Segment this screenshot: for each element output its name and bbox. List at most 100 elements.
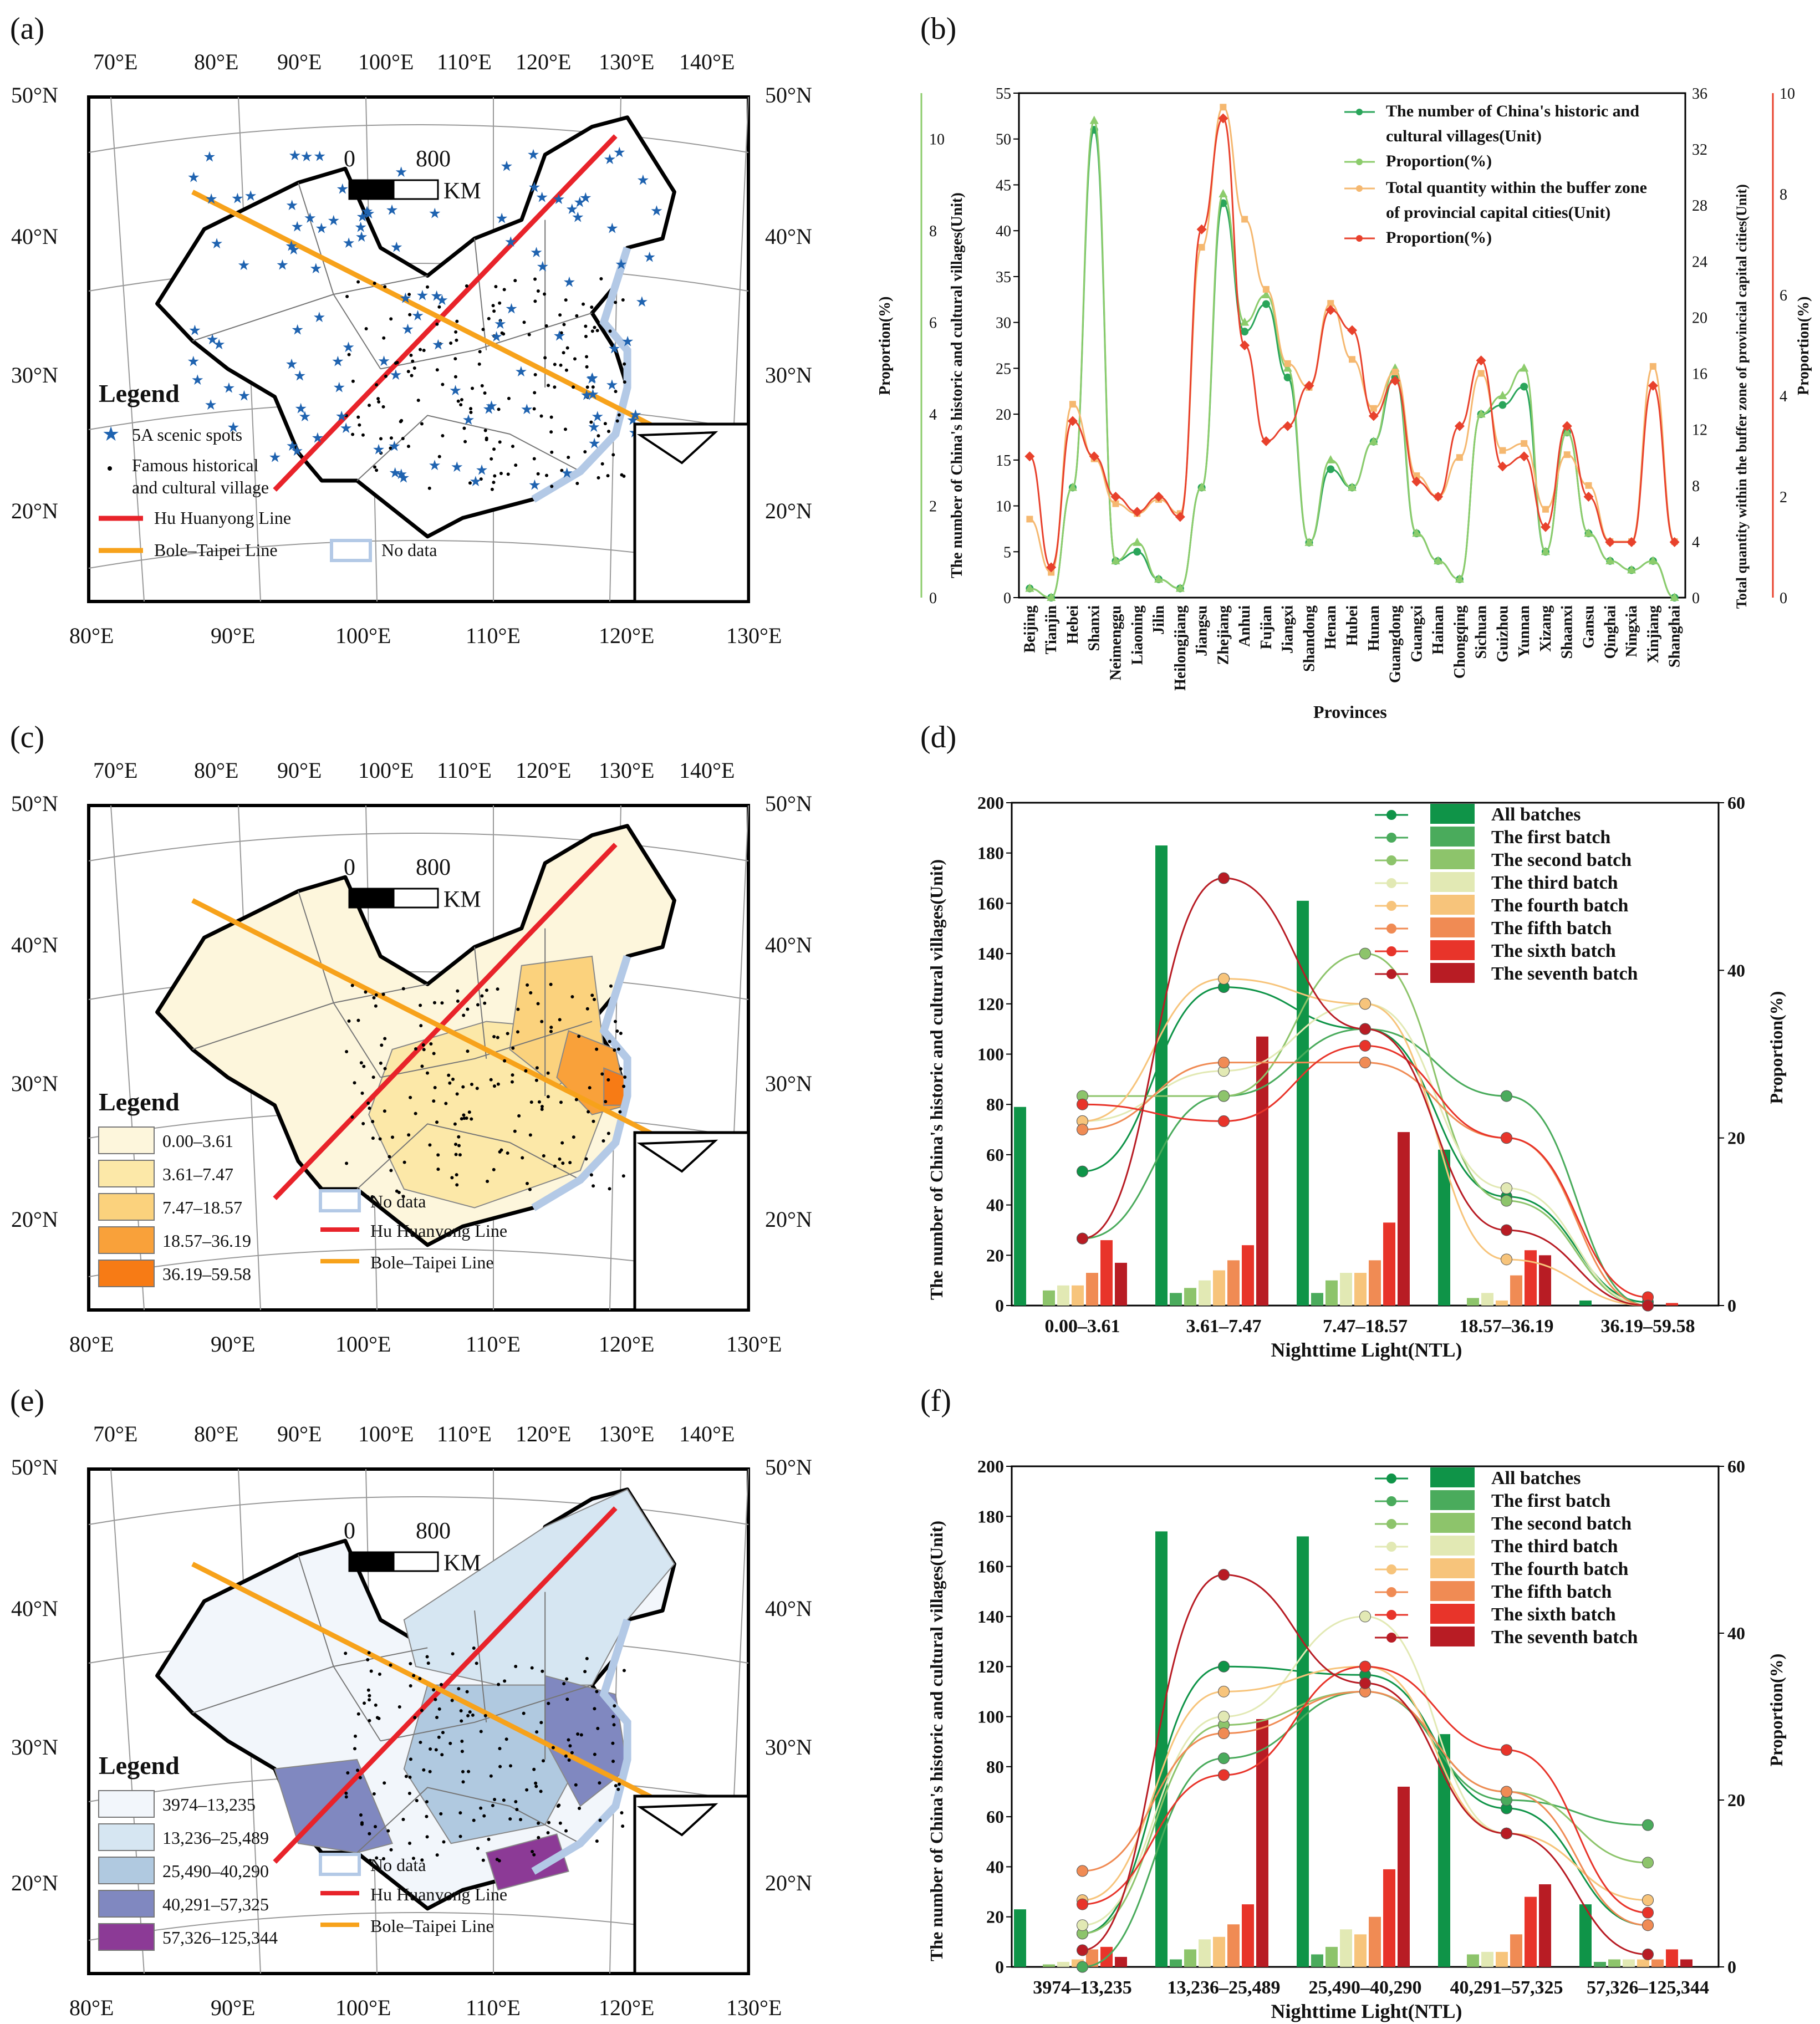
data-point bbox=[1521, 440, 1528, 447]
scenic-spot-star: ★ bbox=[494, 316, 507, 332]
village-point bbox=[469, 410, 473, 414]
x-axis-title: Nighttime Light(NTL) bbox=[1271, 2000, 1462, 2022]
data-point bbox=[1283, 373, 1292, 381]
village-point bbox=[404, 1775, 408, 1778]
bar-0 bbox=[1014, 1909, 1026, 1967]
village-point bbox=[408, 313, 412, 317]
data-point bbox=[1627, 537, 1637, 547]
village-point bbox=[564, 298, 568, 302]
village-point bbox=[415, 1799, 419, 1803]
village-point bbox=[539, 1790, 543, 1793]
data-point bbox=[1648, 380, 1658, 391]
village-point bbox=[411, 1857, 415, 1860]
panel-label-f: (f) bbox=[920, 1384, 951, 1418]
scenic-spot-star: ★ bbox=[521, 401, 533, 417]
data-point bbox=[1089, 451, 1099, 462]
lat-left-label: 40°N bbox=[11, 224, 58, 249]
lat-right-label: 30°N bbox=[765, 363, 812, 388]
village-point bbox=[377, 1716, 381, 1720]
village-point bbox=[568, 1744, 572, 1748]
village-point bbox=[414, 1112, 417, 1115]
village-point bbox=[450, 1699, 454, 1702]
village-point bbox=[575, 482, 579, 486]
data-point bbox=[1304, 380, 1314, 391]
bar-7 bbox=[1115, 1956, 1127, 1967]
scenic-spot-star: ★ bbox=[553, 328, 565, 344]
village-point bbox=[530, 1666, 534, 1670]
scenic-spot-star: ★ bbox=[475, 462, 488, 478]
y-tick-label: 20 bbox=[996, 406, 1011, 424]
village-point bbox=[577, 1034, 581, 1038]
village-point bbox=[595, 1839, 599, 1843]
legend-class-label: 18.57–36.19 bbox=[162, 1231, 251, 1251]
legend-label: The sixth batch bbox=[1491, 941, 1616, 961]
graticule-lon bbox=[110, 805, 145, 1311]
bar-chart-f: 0 20 40 60 80 100 120 140 160 180 200 0 20 40 60 The nu… bbox=[926, 1456, 1786, 2022]
bar-7 bbox=[1115, 1262, 1127, 1306]
bar-5 bbox=[1510, 1275, 1522, 1306]
data-point bbox=[1154, 574, 1164, 583]
proportion-point bbox=[1218, 872, 1230, 884]
data-point bbox=[1262, 300, 1270, 308]
bar-2 bbox=[1326, 1280, 1338, 1306]
village-point bbox=[559, 363, 563, 367]
village-point bbox=[422, 348, 426, 352]
village-point bbox=[425, 1814, 429, 1818]
data-point bbox=[1326, 305, 1336, 315]
village-point bbox=[353, 1081, 356, 1085]
scale-bar-black bbox=[348, 1551, 395, 1572]
village-point bbox=[364, 990, 368, 994]
village-point bbox=[524, 1069, 528, 1073]
data-point bbox=[1219, 189, 1228, 197]
x-tick-label: 0.00–3.61 bbox=[1045, 1316, 1120, 1337]
lon-top-label: 100°E bbox=[358, 49, 414, 74]
village-point bbox=[361, 1121, 365, 1125]
x-tick-label: Shanxi bbox=[1086, 605, 1103, 651]
village-point bbox=[486, 1179, 490, 1183]
village-point bbox=[553, 1164, 557, 1168]
village-point bbox=[466, 1007, 470, 1011]
line-chart-b: 0510152025303540455055024681004812162024… bbox=[876, 85, 1812, 722]
scenic-spot-star: ★ bbox=[536, 258, 549, 274]
village-point bbox=[353, 1747, 356, 1751]
south-china-sea-inset bbox=[633, 1794, 750, 1975]
legend-label: The fourth batch bbox=[1491, 895, 1629, 916]
y-tick-label: 40 bbox=[996, 223, 1011, 240]
village-point bbox=[485, 988, 488, 992]
bar-3 bbox=[1057, 1961, 1069, 1967]
proportion-point bbox=[1218, 1660, 1230, 1673]
village-point bbox=[389, 1169, 393, 1172]
lon-top-label: 120°E bbox=[516, 1421, 571, 1446]
village-point bbox=[576, 1732, 580, 1736]
village-point bbox=[371, 1136, 375, 1140]
lon-bottom-label: 120°E bbox=[599, 1995, 654, 2020]
village-point bbox=[440, 1001, 444, 1005]
village-point bbox=[553, 385, 557, 389]
scenic-spot-star: ★ bbox=[293, 368, 306, 384]
village-point bbox=[543, 356, 547, 360]
village-point bbox=[585, 365, 589, 369]
legend-swatch bbox=[1430, 872, 1475, 892]
village-point bbox=[532, 1853, 536, 1857]
village-point bbox=[583, 1670, 587, 1674]
data-point bbox=[1390, 375, 1400, 386]
y-tick-label: 200 bbox=[977, 1456, 1004, 1476]
proportion-point bbox=[1359, 1039, 1371, 1052]
village-point bbox=[584, 324, 588, 328]
village-point bbox=[613, 1048, 616, 1052]
lat-right-label: 20°N bbox=[765, 1207, 812, 1232]
scenic-spot-star: ★ bbox=[591, 409, 604, 425]
village-point bbox=[436, 1153, 440, 1157]
y-right-outer-tick-label: 10 bbox=[1780, 85, 1795, 103]
village-point bbox=[383, 1067, 387, 1070]
village-point bbox=[359, 1061, 363, 1065]
legend-swatch bbox=[1430, 827, 1475, 847]
legend-class-label: 25,490–40,290 bbox=[162, 1861, 269, 1881]
village-point bbox=[532, 457, 536, 461]
legend-nodata-label: No data bbox=[370, 1191, 426, 1211]
y-right-outer-tick-label: 2 bbox=[1780, 489, 1787, 506]
village-point bbox=[497, 1683, 501, 1686]
data-point bbox=[1154, 492, 1164, 502]
village-point bbox=[350, 1115, 354, 1119]
village-point bbox=[461, 1085, 465, 1089]
